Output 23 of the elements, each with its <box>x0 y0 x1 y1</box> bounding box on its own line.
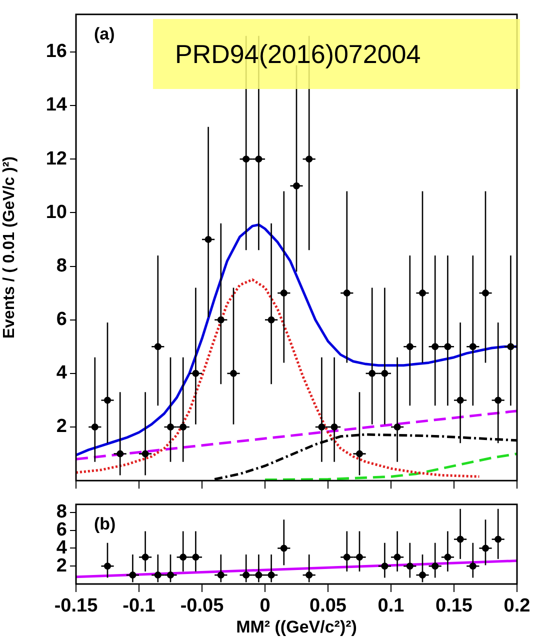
y-tick-label: 8 <box>56 255 67 276</box>
line-series <box>264 452 517 481</box>
y-tick-label: 14 <box>46 94 68 116</box>
x-tick-label: 0.1 <box>378 596 405 617</box>
x-tick-label: 0.15 <box>436 596 473 617</box>
y-axis-title: Events / ( 0.01 (GeV/c )²) <box>1 156 18 339</box>
x-tick-label: -0.15 <box>54 596 98 617</box>
y-tick-label: 16 <box>46 41 67 62</box>
y-tick-label: 10 <box>46 202 67 223</box>
annotation: PRD94(2016)072004 <box>175 38 421 72</box>
annotation: (b) <box>94 514 116 534</box>
y-tick-label: 6 <box>56 309 67 330</box>
line-series <box>76 278 480 478</box>
x-tick-label: -0.05 <box>180 596 224 617</box>
x-tick-label: 0 <box>260 596 270 617</box>
x-tick-label: 0.2 <box>504 596 530 617</box>
y-tick-label: 12 <box>46 148 67 170</box>
x-axis-title: MM² ((GeV/c²)²) <box>236 617 357 636</box>
y-tick-label: 4 <box>56 362 68 384</box>
y-tick-label: 2 <box>56 416 67 438</box>
x-tick-label: -0.1 <box>122 596 156 617</box>
x-tick-label: 0.05 <box>310 596 347 617</box>
annotation: (a) <box>94 24 115 44</box>
